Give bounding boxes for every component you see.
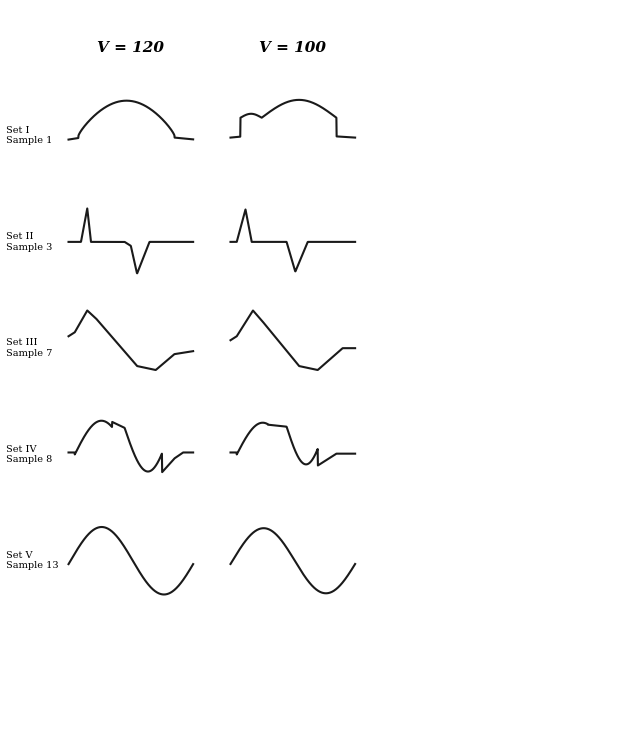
Text: V = 120: V = 120 bbox=[97, 40, 164, 55]
Text: Set IV
Sample 8: Set IV Sample 8 bbox=[6, 445, 52, 464]
Text: Set II
Sample 3: Set II Sample 3 bbox=[6, 232, 52, 251]
Text: Set III
Sample 7: Set III Sample 7 bbox=[6, 339, 52, 358]
Text: Set I
Sample 1: Set I Sample 1 bbox=[6, 126, 52, 145]
Text: Set V
Sample 13: Set V Sample 13 bbox=[6, 551, 59, 570]
Text: V = 100: V = 100 bbox=[259, 40, 326, 55]
